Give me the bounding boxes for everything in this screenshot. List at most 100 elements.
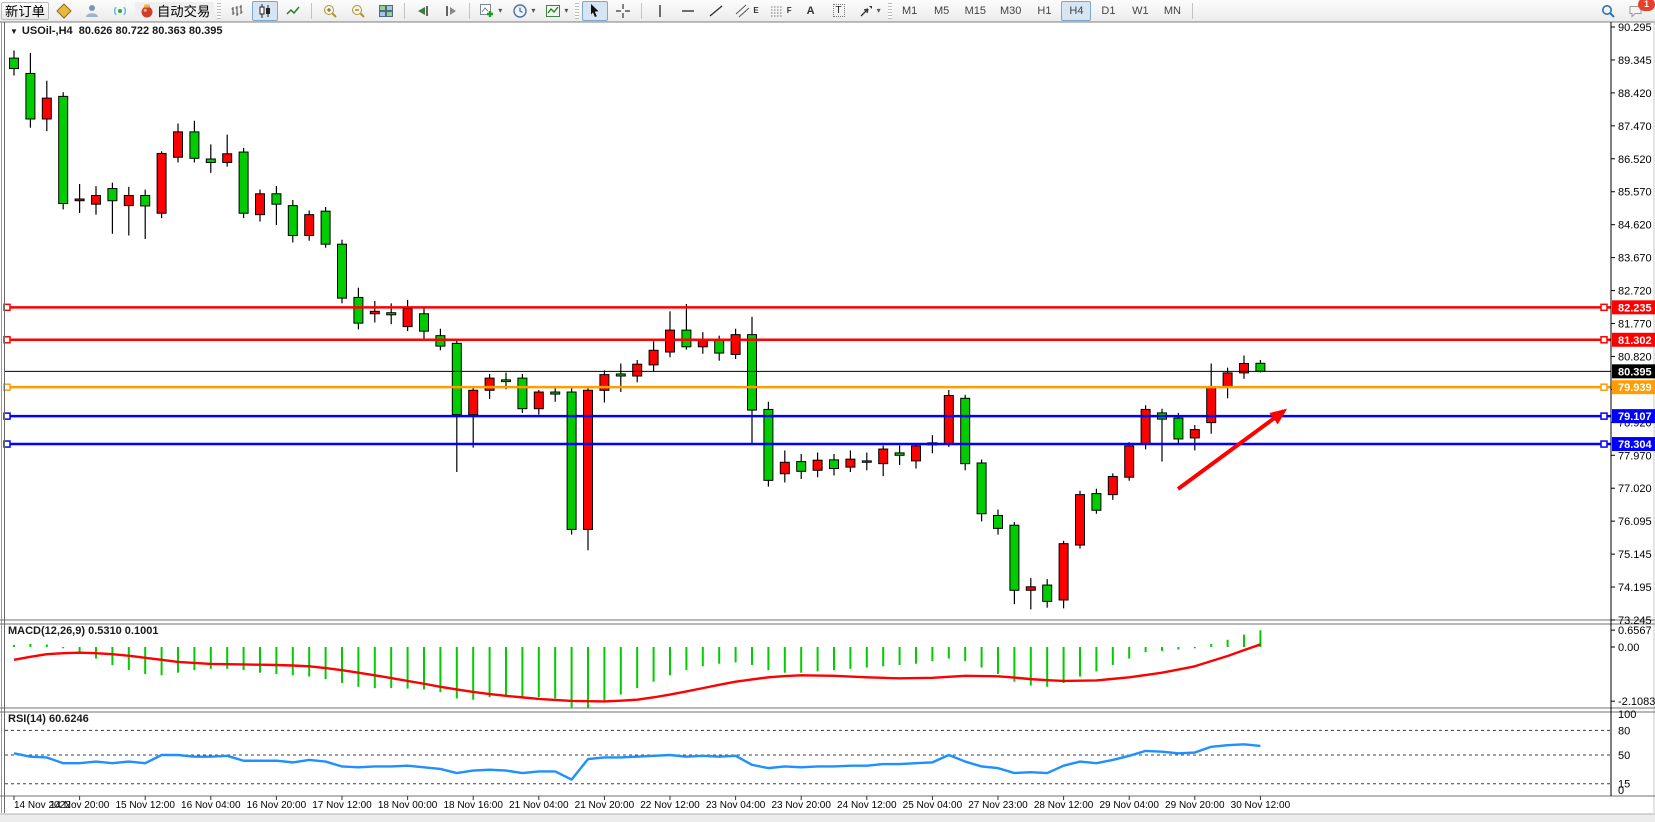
candle-body — [1091, 493, 1102, 511]
candle — [419, 307, 429, 340]
line-handle[interactable] — [1600, 303, 1608, 312]
toolbar-grip[interactable] — [887, 2, 892, 19]
search-icon[interactable] — [1595, 1, 1621, 21]
macd-tick-label: 0.6567 — [1618, 625, 1652, 637]
channel-letter: E — [753, 6, 759, 15]
vertical-line-tool-button[interactable] — [647, 1, 673, 21]
candle-body — [796, 461, 807, 472]
notification-badge: 1 — [1638, 0, 1655, 11]
zoom-in-button[interactable] — [317, 1, 343, 21]
tf-m1-button[interactable]: M1 — [901, 4, 918, 17]
candle-body — [419, 313, 429, 332]
candle — [894, 445, 905, 466]
line-handle[interactable] — [1600, 440, 1608, 448]
equidistant-channel-tool-button[interactable]: E — [731, 1, 762, 21]
candle-body — [550, 391, 561, 395]
time-tick-label: 15 Nov 12:00 — [115, 800, 175, 811]
tf-mn-button[interactable]: MN — [1163, 4, 1181, 17]
candle-body — [812, 459, 823, 471]
tf-w1-button[interactable]: W1 — [1132, 4, 1149, 17]
autotrade-label: 自动交易 — [156, 4, 211, 19]
toolbar-separator — [641, 2, 643, 19]
candle-body — [25, 72, 36, 120]
chart-background — [0, 21, 1655, 822]
auto-scroll-button[interactable] — [410, 1, 436, 21]
candle — [123, 186, 134, 236]
candle-body — [287, 205, 298, 237]
text-label-tool-button[interactable]: T — [826, 1, 852, 21]
candle — [845, 450, 856, 473]
candle — [25, 52, 36, 128]
dropdown-arrow-icon: ▾ — [876, 6, 881, 15]
candle-body — [123, 195, 134, 207]
label-text: 82.235 — [1618, 302, 1652, 314]
price-tick-label: 74.195 — [1618, 582, 1652, 594]
candle-body — [238, 151, 249, 214]
text-tool-button[interactable]: A — [798, 1, 824, 21]
candle — [796, 453, 807, 479]
candle-body — [911, 445, 921, 462]
tf-h4-button[interactable]: H4 — [1061, 0, 1092, 21]
line-handle[interactable] — [1600, 412, 1608, 420]
crosshair-tool-button[interactable] — [610, 1, 636, 21]
candle — [1239, 355, 1249, 379]
candle-body — [205, 158, 216, 163]
candle-body — [74, 198, 85, 202]
candle-body — [1222, 372, 1233, 388]
notifications-button[interactable]: 1 — [1623, 0, 1655, 21]
time-tick-label: 28 Nov 12:00 — [1034, 800, 1094, 811]
period-button[interactable]: ▾ — [508, 1, 539, 21]
rsi-tick-label: 80 — [1618, 725, 1630, 737]
candle — [779, 450, 790, 483]
candle-body — [583, 389, 593, 530]
horizontal-line-tool-button[interactable] — [675, 1, 701, 21]
candle-body — [156, 152, 167, 214]
trendline-tool-button[interactable] — [703, 1, 729, 21]
tf-d1-button[interactable]: D1 — [1101, 4, 1116, 17]
candle-chart-button[interactable] — [252, 0, 279, 21]
tf-m30-button[interactable]: M30 — [1000, 4, 1022, 17]
label-box — [1612, 364, 1655, 379]
arrows-tool-button[interactable]: ▾ — [854, 1, 885, 21]
line-handle[interactable] — [1600, 336, 1608, 344]
candle — [911, 443, 921, 469]
time-tick-label: 23 Nov 20:00 — [771, 800, 831, 811]
tf-h1-button[interactable]: H1 — [1037, 4, 1052, 17]
cursor-tool-button[interactable] — [582, 0, 609, 21]
candle-body — [747, 334, 757, 411]
trend-arrow[interactable] — [1176, 408, 1288, 491]
toolbar-grip[interactable] — [217, 2, 222, 19]
signals-icon[interactable] — [107, 1, 133, 21]
chart-shift-button[interactable] — [438, 1, 464, 21]
tile-windows-button[interactable] — [373, 1, 399, 21]
zoom-out-button[interactable] — [345, 1, 371, 21]
candle — [1124, 442, 1135, 481]
bar-chart-button[interactable] — [224, 1, 250, 21]
data-window-icon[interactable] — [79, 1, 105, 21]
tf-m5-button[interactable]: M5 — [933, 4, 950, 17]
status-strip — [0, 814, 1655, 822]
time-tick-label: 23 Nov 04:00 — [706, 800, 766, 811]
horizontal-line-object[interactable] — [3, 336, 1611, 344]
price-tick-label: 85.570 — [1618, 187, 1652, 199]
line-chart-button[interactable] — [280, 1, 306, 21]
market-watch-icon[interactable] — [51, 1, 77, 21]
template-button[interactable]: ▾ — [541, 1, 572, 21]
price-axis[interactable]: 90.295 89.345 88.420 87.470 86.520 85.570 84.6… — [1611, 22, 1655, 797]
candle-body — [829, 459, 839, 470]
tf-m15-button[interactable]: M15 — [964, 4, 986, 17]
candle — [205, 144, 216, 173]
price-tick-label: 84.620 — [1618, 220, 1652, 232]
indicators-button[interactable]: ▾ — [475, 1, 506, 21]
candle — [566, 387, 577, 535]
rsi-tick-label: 0 — [1618, 785, 1624, 797]
candle-body — [484, 377, 495, 391]
fibonacci-tool-button[interactable]: F — [765, 1, 796, 21]
candle-body — [337, 243, 347, 299]
toolbar-grip[interactable] — [575, 2, 580, 19]
new-order-button[interactable]: 新订单 — [1, 1, 49, 20]
autotrade-button[interactable]: 自动交易 — [134, 1, 215, 20]
line-handle[interactable] — [1600, 383, 1608, 391]
